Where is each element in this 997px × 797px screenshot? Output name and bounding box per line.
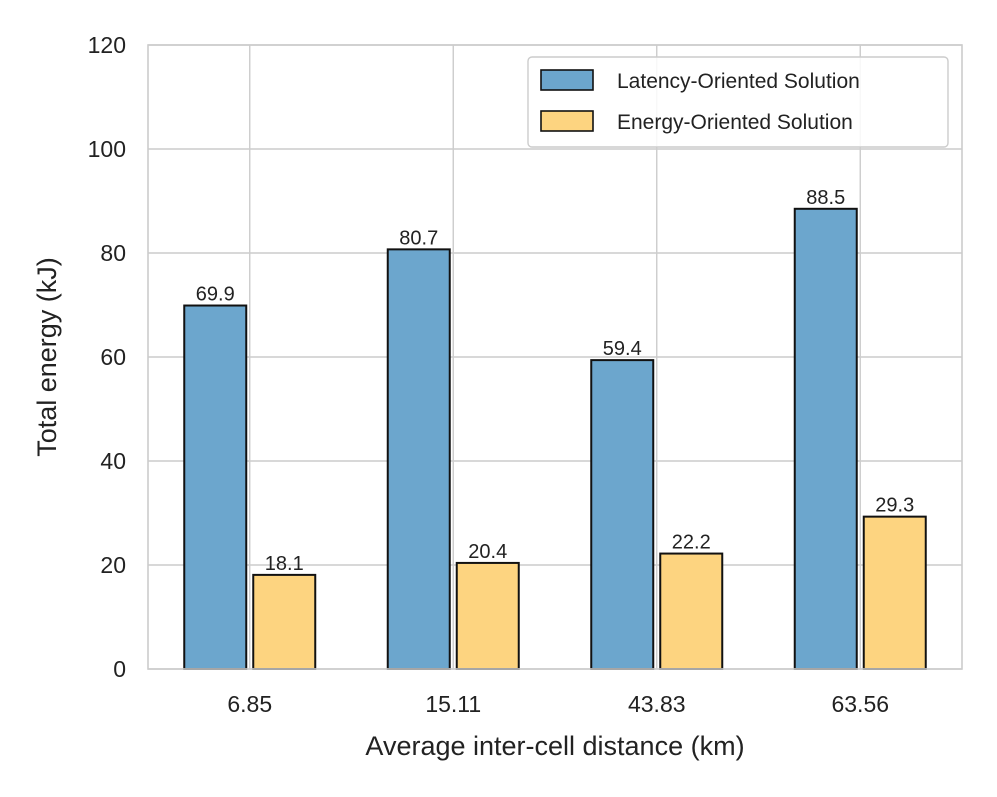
x-tick-labels: 6.85 15.11 43.83 63.56: [227, 691, 889, 717]
bar-energy: [659, 552, 724, 670]
legend-box: [527, 56, 949, 148]
y-axis-title: Total energy (kJ): [32, 257, 62, 457]
bar-latency: [590, 359, 655, 670]
bar-latency: [183, 304, 248, 670]
plot-frame: [147, 44, 963, 670]
legend-label-latency: Latency-Oriented Solution: [617, 70, 860, 93]
x-tick-label: 63.56: [831, 691, 889, 717]
bar-value-label: 29.3: [875, 495, 914, 517]
bar-value-label: 20.4: [468, 541, 507, 563]
y-tick-label: 80: [100, 240, 126, 266]
bar-energy: [252, 573, 317, 671]
x-tick-label: 6.85: [227, 691, 272, 717]
bar-value-label: 69.9: [196, 284, 235, 306]
bar-value-label: 59.4: [603, 338, 642, 360]
x-tick-label: 43.83: [628, 691, 686, 717]
bar-latency: [793, 207, 858, 671]
y-tick-label: 0: [113, 656, 126, 682]
y-tick-label: 60: [100, 344, 126, 370]
data-labels: 69.9 18.1 80.7 20.4 59.4 22.2 88.5 29.3: [196, 187, 914, 575]
bar-value-label: 88.5: [806, 187, 845, 209]
bar-value-label: 22.2: [672, 532, 711, 554]
y-tick-label: 120: [88, 32, 126, 58]
legend-swatch-energy: [540, 110, 594, 132]
bar-value-label: 80.7: [399, 227, 438, 249]
legend-label-energy: Energy-Oriented Solution: [617, 111, 853, 134]
bar-value-label: 18.1: [265, 553, 304, 575]
y-tick-label: 20: [100, 552, 126, 578]
x-axis-title: Average inter-cell distance (km): [365, 731, 744, 761]
bar-energy: [455, 561, 520, 670]
y-tick-label: 100: [88, 136, 126, 162]
legend-swatch-latency: [540, 69, 594, 91]
y-tick-labels: 0 20 40 60 80 100 120: [88, 32, 126, 682]
bars: [183, 207, 927, 671]
legend: Latency-Oriented Solution Energy-Oriente…: [527, 56, 949, 148]
bar-latency: [386, 248, 451, 671]
x-tick-label: 15.11: [425, 691, 481, 717]
bar-energy: [862, 515, 927, 671]
y-tick-label: 40: [100, 448, 126, 474]
